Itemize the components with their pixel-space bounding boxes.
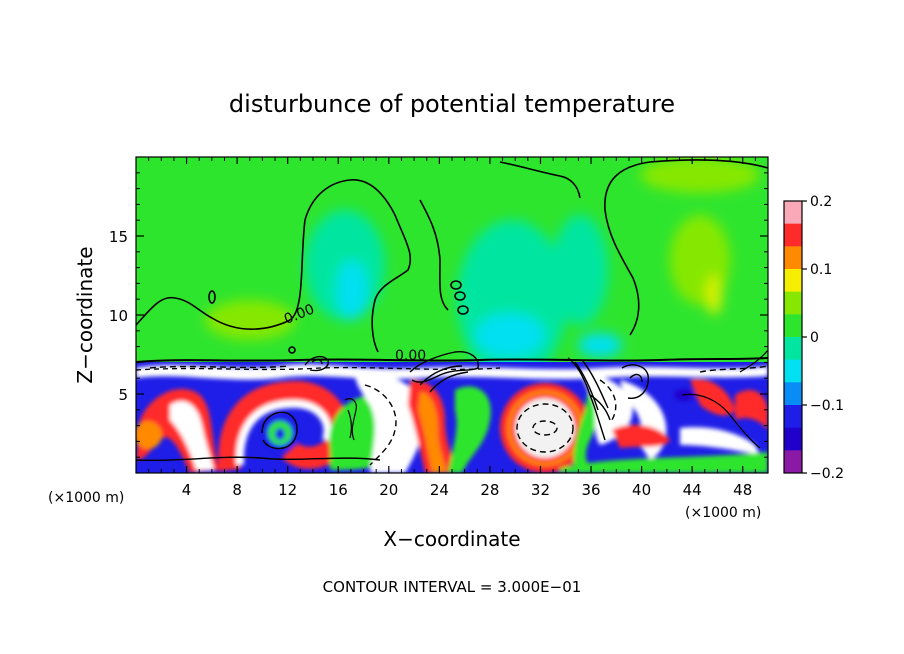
contour-loop-16	[344, 398, 357, 441]
white-blob-left	[170, 401, 214, 470]
y-tick-label: 10	[109, 307, 128, 325]
green-tongue-26	[448, 386, 491, 473]
colorbar-swatch	[784, 359, 802, 383]
y-axis: 5 10 15	[109, 172, 768, 458]
colorbar: 0.2 0.1 0 −0.1 −0.2	[783, 194, 844, 482]
x-tick-label: 4	[182, 481, 192, 499]
contour-loop-26a	[450, 280, 462, 290]
contour-zero-topcenter	[499, 161, 581, 199]
chart-title: disturbunce of potential temperature	[229, 90, 675, 118]
colorbar-tick-label: 0.2	[810, 194, 832, 210]
colorbar-swatch	[784, 382, 802, 406]
cyan-patch-low	[578, 333, 622, 357]
colorbar-swatch	[784, 269, 802, 293]
contour-dashed-ring-30-outer	[516, 403, 574, 453]
contour-dashed	[149, 365, 768, 466]
x-tick-label: 8	[232, 481, 242, 499]
green-band-bottom	[560, 452, 768, 473]
colorbar-swatch	[784, 223, 802, 247]
contour-loop-12	[208, 290, 216, 304]
colorbar-tick-label: −0.2	[810, 466, 844, 482]
yellowgreen-patch-left	[205, 300, 295, 340]
contour-cluster-38	[621, 364, 649, 399]
contour-cluster-14	[304, 355, 329, 372]
white-ring-30	[515, 398, 575, 458]
white-wedge-20	[355, 372, 424, 473]
white-plume-44	[680, 427, 760, 455]
x-tick-label: 40	[632, 481, 651, 499]
contour-lines	[136, 159, 768, 462]
contour-ring-12	[261, 411, 298, 450]
contour-dashed-36	[599, 379, 617, 421]
contour-zero-center	[419, 199, 449, 311]
x-tick-label: 12	[278, 481, 297, 499]
colorbar-swatch	[784, 291, 802, 315]
plot-area: 0.00 0.00	[136, 157, 768, 473]
y-tick-label: 5	[118, 386, 128, 404]
x-tick-label: 32	[531, 481, 550, 499]
x-tick-label: 24	[430, 481, 449, 499]
colorbar-tick-label: 0	[810, 330, 819, 346]
red-streak-46	[690, 379, 735, 416]
red-streak-40	[612, 424, 670, 448]
white-plume-36	[580, 372, 633, 445]
x-tick-label: 16	[329, 481, 348, 499]
colorbar-swatch	[784, 314, 802, 338]
blue-eddy-12-core	[275, 428, 285, 440]
red-arc-12	[218, 380, 350, 472]
y-axis-label: Z−coordinate	[73, 246, 97, 383]
x-axis-label: X−coordinate	[383, 527, 520, 551]
contour-band-lower	[136, 456, 381, 462]
contour-zero-left	[136, 179, 412, 353]
cyan-patch-left-core	[336, 260, 368, 320]
colorbar-swatch	[784, 201, 802, 225]
x-unit-left: (×1000 m)	[48, 490, 124, 506]
contour-cluster-24	[409, 351, 479, 393]
x-tick-label: 36	[581, 481, 600, 499]
x-unit-right: (×1000 m)	[685, 505, 761, 521]
yellowgreen-patch-top	[640, 157, 760, 193]
x-tick-label: 44	[683, 481, 702, 499]
contour-dashed-ring-30-inner	[532, 420, 558, 436]
colorbar-swatch	[784, 246, 802, 270]
contour-label-2: 0.00	[395, 348, 426, 364]
x-tick-label: 28	[480, 481, 499, 499]
contour-loop-26c	[457, 305, 469, 315]
cyan-patch-right	[552, 215, 608, 325]
contour-cluster-34	[567, 357, 611, 441]
contour-zero-right	[604, 159, 768, 336]
contour-loop-14	[288, 346, 296, 354]
upper-field-patches	[205, 157, 760, 380]
contour-lines-44	[681, 349, 768, 449]
x-tick-label: 20	[379, 481, 398, 499]
colorbar-swatch	[784, 427, 802, 451]
red-hook-48	[735, 390, 768, 430]
cyan-patch-center-core	[475, 313, 545, 357]
contour-loop-26b	[454, 291, 466, 301]
contour-dashed-upper	[149, 365, 768, 373]
colorbar-swatch	[784, 337, 802, 361]
colorbar-tick-label: 0.1	[810, 262, 832, 278]
colorbar-tick-label: −0.1	[810, 398, 844, 414]
white-arc-12	[235, 399, 332, 466]
y-tick-label: 15	[109, 228, 128, 246]
contour-interface	[136, 357, 768, 363]
orange-blob-leftmost	[136, 421, 162, 449]
orange-column-22	[418, 392, 446, 473]
colorbar-swatch	[784, 405, 802, 429]
contour-interval-note: CONTOUR INTERVAL = 3.000E−01	[323, 578, 582, 596]
x-axis: 4 8 12 16 20 24 28 32 36 40 44 48	[148, 157, 756, 499]
yellow-patch-right	[706, 275, 722, 315]
colorbar-swatch	[784, 450, 802, 474]
x-tick-label: 48	[733, 481, 752, 499]
